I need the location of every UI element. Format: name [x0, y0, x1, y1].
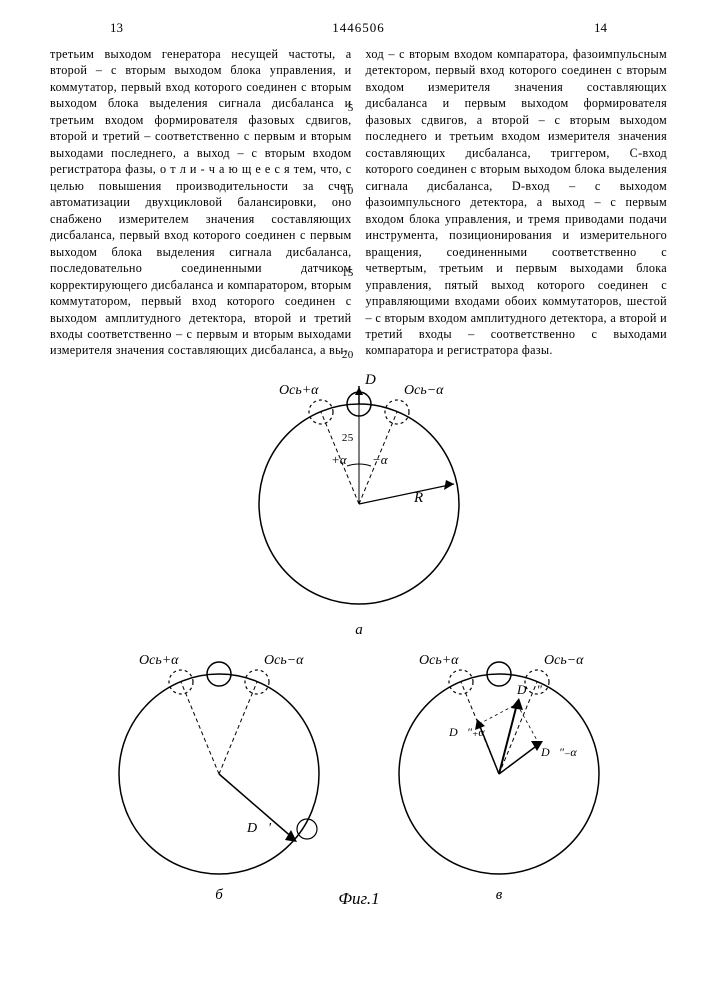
label-vector-d2p: D⃗″₊α: [448, 725, 485, 739]
label-vector-d: D⃗: [364, 374, 388, 388]
patent-number: 1446506: [150, 20, 567, 36]
line-number: 10: [342, 184, 354, 199]
diagram-a: Ось+α Ось−α +α −α R D⃗: [259, 374, 459, 604]
line-number: 20: [342, 348, 354, 363]
text-columns: третьим выходом генератора несущей часто…: [50, 46, 667, 359]
label-axis-minus-b: Ось−α: [264, 653, 304, 668]
page-number-right: 14: [567, 20, 607, 36]
left-column-text: третьим выходом генератора несущей часто…: [50, 47, 352, 357]
page: 13 1446506 14 третьим выходом генератора…: [0, 0, 707, 1000]
sublabel-b: б: [215, 887, 223, 903]
label-axis-minus: Ось−α: [404, 383, 444, 398]
label-axis-plus-b: Ось+α: [139, 653, 179, 668]
page-number-left: 13: [110, 20, 150, 36]
figure-caption: Фиг.1: [338, 889, 379, 908]
label-radius: R: [413, 490, 423, 506]
label-vector-d2: D⃗″: [516, 682, 543, 697]
line-number: 15: [342, 266, 354, 281]
figure-svg: Ось+α Ось−α +α −α R D⃗ а Ось+α: [59, 374, 659, 914]
label-vector-d2m: D⃗″₋α: [540, 745, 577, 759]
label-axis-plus-c: Ось+α: [419, 653, 459, 668]
sublabel-c: в: [495, 887, 502, 903]
label-vector-d1: D⃗′: [246, 821, 272, 836]
line-number: 5: [342, 101, 354, 116]
right-column: ход – с вторым входом компаратора, фазои…: [366, 46, 668, 359]
label-alpha-minus: −α: [372, 452, 389, 467]
sublabel-a: а: [355, 622, 363, 638]
diagram-c: Ось+α Ось−α D⃗″ D⃗″₊α D⃗″₋α: [399, 653, 599, 874]
label-alpha-plus: +α: [331, 452, 348, 467]
figure-block: Ось+α Ось−α +α −α R D⃗ а Ось+α: [50, 374, 667, 919]
label-axis-plus: Ось+α: [279, 383, 319, 398]
diagram-b: Ось+α Ось−α D⃗′: [119, 653, 319, 874]
label-axis-minus-c: Ось−α: [544, 653, 584, 668]
header-row: 13 1446506 14: [50, 20, 667, 36]
line-number: 25: [342, 431, 354, 446]
right-column-text: ход – с вторым входом компаратора, фазои…: [366, 47, 668, 357]
left-column: третьим выходом генератора несущей часто…: [50, 46, 352, 359]
